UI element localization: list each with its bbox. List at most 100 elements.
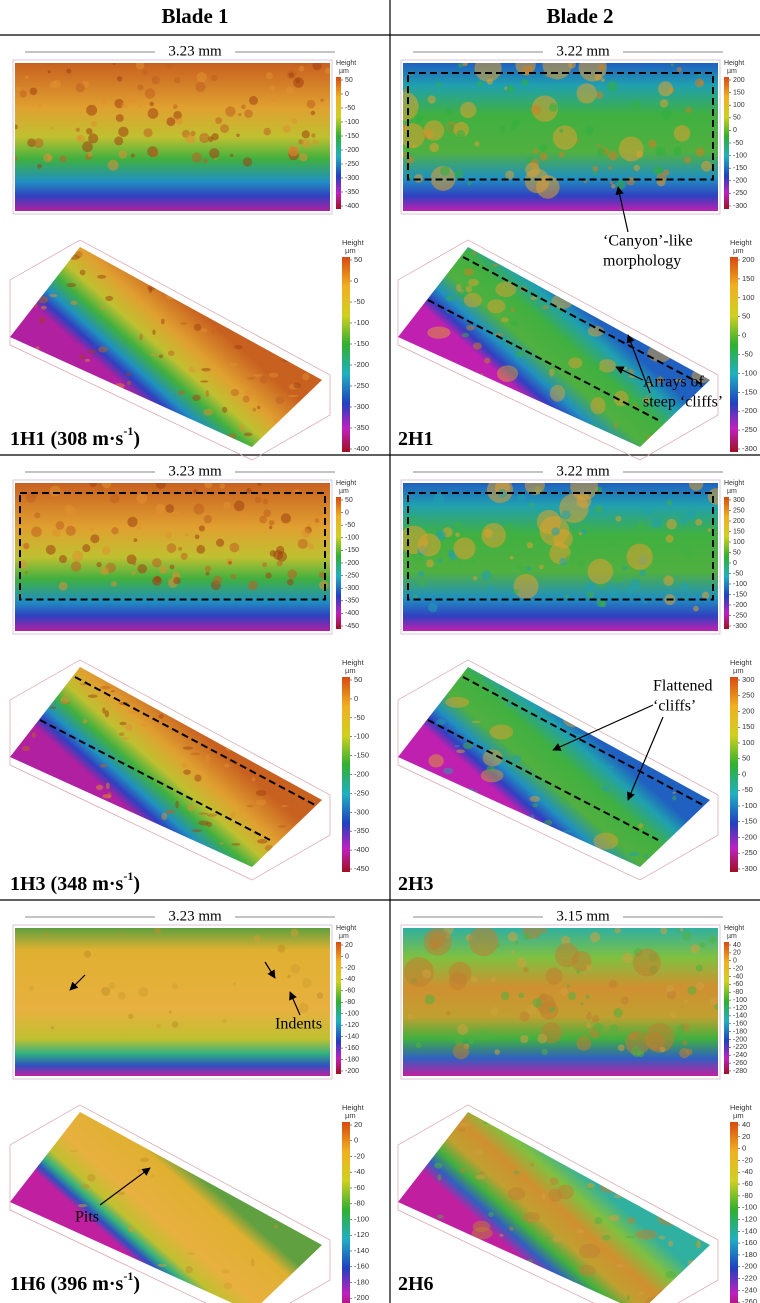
texture-spot: [608, 151, 618, 161]
texture-spot: [307, 100, 316, 109]
texture-spot: [488, 585, 495, 592]
texture-spot: [618, 1155, 643, 1165]
texture-spot: [465, 62, 468, 65]
texture-spot: [454, 170, 463, 179]
texture-spot: [674, 125, 691, 142]
texture-spot: [202, 328, 208, 332]
texture-spot: [146, 274, 156, 276]
texture-spot: [684, 999, 688, 1003]
texture-spot: [221, 1269, 230, 1273]
texture-spot: [529, 503, 533, 507]
texture-spot: [628, 1178, 638, 1181]
texture-spot: [559, 152, 565, 158]
sample-label-text: ): [133, 1273, 140, 1295]
texture-spot: [100, 764, 107, 768]
texture-spot: [269, 373, 279, 378]
texture-spot: [414, 1160, 419, 1166]
texture-spot: [587, 591, 594, 598]
colorbar-tick-label: -400: [345, 610, 359, 617]
texture-spot: [221, 270, 229, 276]
texture-spot: [262, 562, 267, 567]
texture-spot: [249, 96, 258, 105]
texture-spot: [118, 992, 126, 1000]
texture-spot: [144, 682, 152, 690]
annotation: ‘Canyon’-like: [603, 233, 693, 250]
texture-spot: [102, 794, 111, 798]
texture-spot: [544, 833, 549, 839]
texture-spot: [449, 962, 472, 985]
texture-spot: [683, 323, 688, 327]
texture-spot: [191, 829, 202, 832]
texture-spot: [510, 556, 514, 560]
texture-spot: [644, 301, 650, 305]
texture-spot: [521, 678, 541, 691]
texture-spot: [658, 744, 663, 750]
texture-spot: [624, 272, 631, 279]
panel: 3.23 mmHeightµm500-50-100-150-200-250-30…: [10, 463, 369, 894]
texture-spot: [128, 1014, 133, 1019]
texture-spot: [658, 1236, 665, 1240]
texture-spot: [102, 830, 110, 834]
colorbar-tick-label: -250: [733, 612, 747, 619]
texture-spot: [150, 353, 158, 356]
colorbar-tick-label: -350: [345, 189, 359, 196]
texture-spot: [311, 133, 315, 137]
texture-spot: [108, 160, 119, 171]
colorbar-tick-label: -200: [354, 1293, 369, 1302]
colorbar-tick-label: -300: [733, 203, 747, 210]
texture-spot: [98, 346, 108, 352]
texture-spot: [442, 826, 458, 843]
texture-spot: [66, 526, 76, 536]
texture-spot: [568, 992, 576, 1000]
texture-spot: [580, 1002, 583, 1005]
texture-spot: [436, 82, 441, 87]
texture-spot: [237, 1150, 240, 1153]
texture-spot: [518, 992, 524, 998]
texture-spot: [252, 408, 256, 412]
texture-spot: [708, 528, 712, 532]
texture-spot: [206, 572, 210, 576]
texture-spot: [196, 545, 205, 554]
texture-spot: [513, 755, 522, 762]
texture-spot: [199, 1165, 210, 1167]
texture-spot: [467, 1267, 471, 1272]
sample-label-text: ): [133, 428, 140, 450]
texture-spot: [468, 279, 479, 286]
colorbar-tick-label: -150: [742, 387, 757, 396]
colorbar-tick-label: -250: [733, 190, 747, 197]
texture-spot: [644, 854, 648, 858]
texture-spot: [138, 564, 147, 573]
texture-spot: [147, 251, 157, 257]
texture-spot: [156, 1024, 161, 1029]
texture-spot: [617, 734, 620, 740]
texture-spot: [464, 268, 475, 276]
colorbar-tick-label: -200: [354, 360, 369, 369]
texture-spot: [495, 333, 504, 336]
colorbar-tick-label: -280: [733, 1068, 747, 1075]
texture-spot: [518, 493, 526, 501]
texture-spot: [60, 833, 66, 838]
texture-spot: [661, 109, 672, 120]
texture-spot: [643, 1159, 651, 1164]
texture-spot: [440, 166, 450, 176]
colorbar-tick-label: 200: [733, 77, 745, 84]
texture-spot: [237, 696, 247, 704]
texture-spot: [669, 1151, 680, 1154]
texture-spot: [131, 571, 135, 575]
texture-spot: [187, 513, 191, 517]
colorbar-tick-label: -50: [742, 785, 753, 794]
texture-spot: [508, 932, 518, 942]
texture-spot: [90, 534, 99, 543]
colorbar-tick-label: -80: [345, 999, 355, 1006]
texture-spot: [542, 305, 549, 309]
texture-spot: [257, 839, 268, 844]
texture-spot: [509, 1227, 514, 1231]
colorbar-tick-label: 0: [742, 1144, 746, 1153]
texture-spot: [113, 62, 116, 65]
texture-spot: [96, 785, 103, 790]
texture-spot: [186, 289, 194, 294]
colorbar-tick-label: -300: [345, 585, 359, 592]
texture-spot: [520, 671, 529, 674]
texture-spot: [253, 374, 262, 377]
colorbar-tick-label: 20: [742, 1132, 750, 1141]
